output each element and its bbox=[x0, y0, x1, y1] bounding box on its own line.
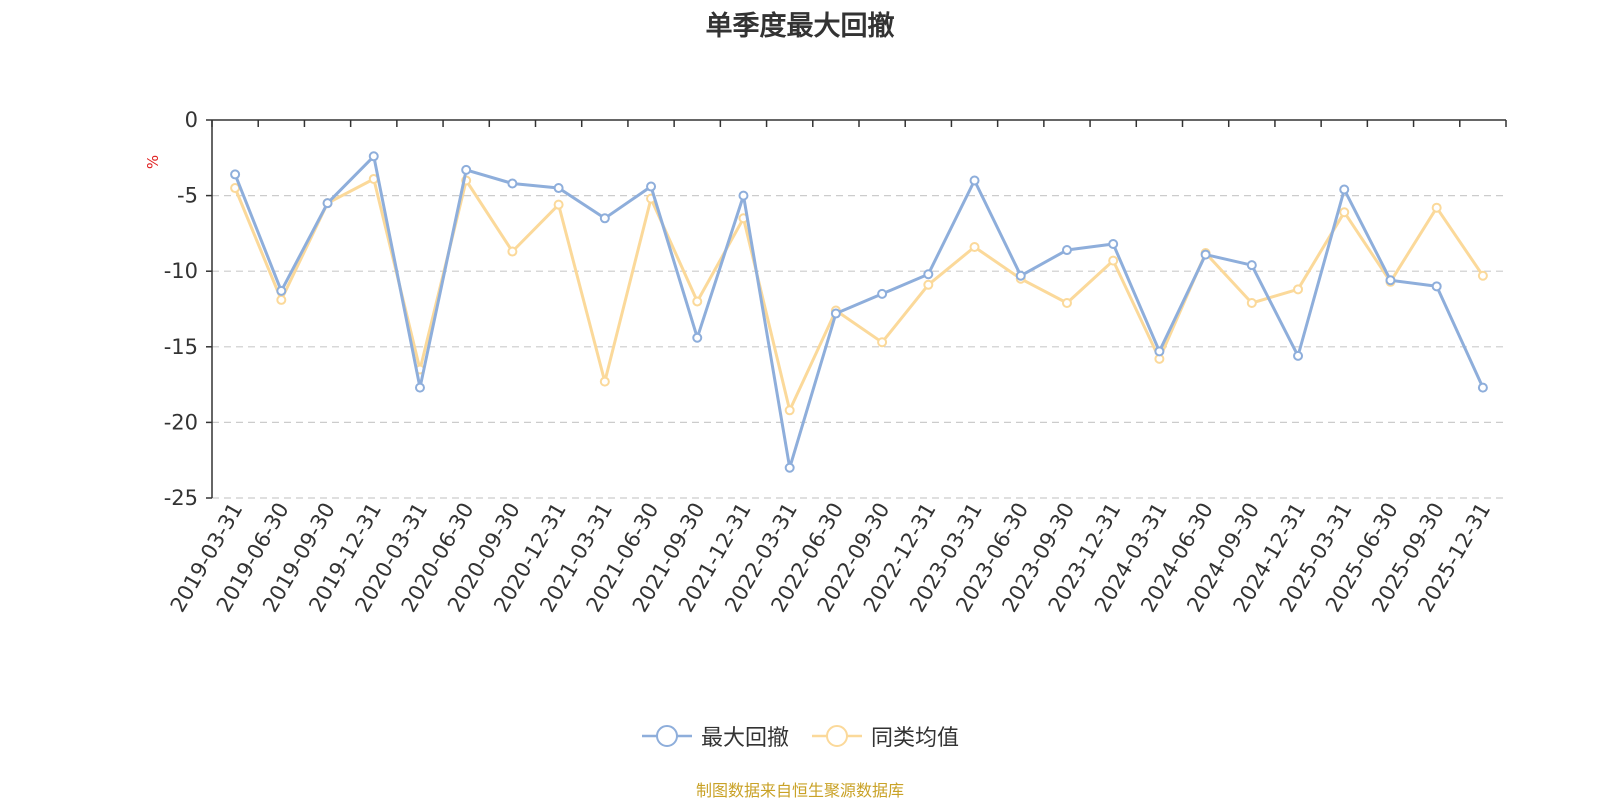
data-point-s0-7[interactable] bbox=[553, 183, 564, 194]
chart-title: 单季度最大回撤 bbox=[705, 11, 895, 42]
data-point-s1-1[interactable] bbox=[276, 294, 287, 305]
legend-marker-max-drawdown bbox=[641, 725, 692, 747]
data-point-s1-12[interactable] bbox=[784, 405, 795, 416]
data-point-s1-27[interactable] bbox=[1477, 270, 1488, 281]
data-point-s0-13[interactable] bbox=[830, 308, 841, 319]
data-point-s0-8[interactable] bbox=[599, 213, 610, 224]
y-tick-label-3: -15 bbox=[164, 335, 198, 359]
legend-marker-peer-average bbox=[812, 725, 862, 747]
legend-label: 最大回撤 bbox=[700, 726, 789, 751]
data-point-s1-15[interactable] bbox=[923, 279, 934, 290]
legend-label: 同类均值 bbox=[871, 726, 960, 751]
data-point-s0-22[interactable] bbox=[1246, 260, 1257, 271]
data-point-s0-3[interactable] bbox=[368, 151, 379, 162]
data-point-s0-15[interactable] bbox=[923, 269, 934, 280]
legend: 最大回撤 同类均值 bbox=[0, 720, 1600, 752]
data-point-s0-4[interactable] bbox=[414, 382, 425, 393]
data-point-s1-10[interactable] bbox=[692, 296, 703, 307]
data-point-s0-0[interactable] bbox=[230, 169, 241, 180]
data-point-s0-1[interactable] bbox=[276, 285, 287, 296]
data-point-s1-7[interactable] bbox=[553, 199, 564, 210]
data-point-s0-26[interactable] bbox=[1431, 281, 1442, 292]
data-point-s0-6[interactable] bbox=[507, 178, 518, 189]
data-point-s0-5[interactable] bbox=[461, 164, 472, 175]
y-tick-label-0: 0 bbox=[185, 108, 198, 132]
series-layer bbox=[230, 151, 1488, 473]
data-point-s1-18[interactable] bbox=[1061, 297, 1072, 308]
data-source-note: 制图数据来自恒生聚源数据库 bbox=[695, 781, 904, 800]
data-point-s0-24[interactable] bbox=[1339, 184, 1350, 195]
data-point-s0-17[interactable] bbox=[1015, 270, 1026, 281]
data-point-s0-11[interactable] bbox=[738, 190, 749, 201]
data-point-s0-20[interactable] bbox=[1154, 346, 1165, 357]
data-point-s1-16[interactable] bbox=[969, 242, 980, 253]
data-point-s1-8[interactable] bbox=[599, 376, 610, 387]
data-point-s0-9[interactable] bbox=[646, 181, 657, 192]
data-point-s0-21[interactable] bbox=[1200, 249, 1211, 260]
data-point-s0-2[interactable] bbox=[322, 198, 333, 209]
y-axis-unit-label: % bbox=[144, 155, 162, 169]
y-tick-label-1: -5 bbox=[177, 184, 198, 208]
data-point-s0-23[interactable] bbox=[1293, 350, 1304, 361]
data-point-s0-10[interactable] bbox=[692, 332, 703, 343]
data-point-s1-23[interactable] bbox=[1293, 284, 1304, 295]
y-tick-label-4: -20 bbox=[164, 410, 198, 434]
series-line-0 bbox=[233, 154, 1485, 470]
y-tick-label-5: -25 bbox=[164, 486, 198, 510]
data-point-s1-14[interactable] bbox=[877, 337, 888, 348]
data-point-s1-6[interactable] bbox=[507, 246, 518, 257]
y-tick-label-2: -10 bbox=[164, 259, 198, 283]
data-point-s1-26[interactable] bbox=[1431, 202, 1442, 213]
data-point-s1-24[interactable] bbox=[1339, 207, 1350, 218]
data-point-s0-14[interactable] bbox=[877, 288, 888, 299]
data-point-s1-19[interactable] bbox=[1108, 255, 1119, 266]
data-point-s0-19[interactable] bbox=[1108, 238, 1119, 249]
grid-layer bbox=[212, 195, 1506, 499]
data-point-s0-18[interactable] bbox=[1061, 245, 1072, 256]
data-point-s0-12[interactable] bbox=[784, 462, 795, 473]
data-point-s0-16[interactable] bbox=[969, 175, 980, 186]
legend-item-max-drawdown[interactable]: 最大回撤 bbox=[641, 720, 789, 752]
data-point-s0-25[interactable] bbox=[1385, 275, 1396, 286]
legend-item-peer-average[interactable]: 同类均值 bbox=[811, 720, 959, 752]
data-point-s1-22[interactable] bbox=[1246, 297, 1257, 308]
data-point-s0-27[interactable] bbox=[1477, 382, 1488, 393]
